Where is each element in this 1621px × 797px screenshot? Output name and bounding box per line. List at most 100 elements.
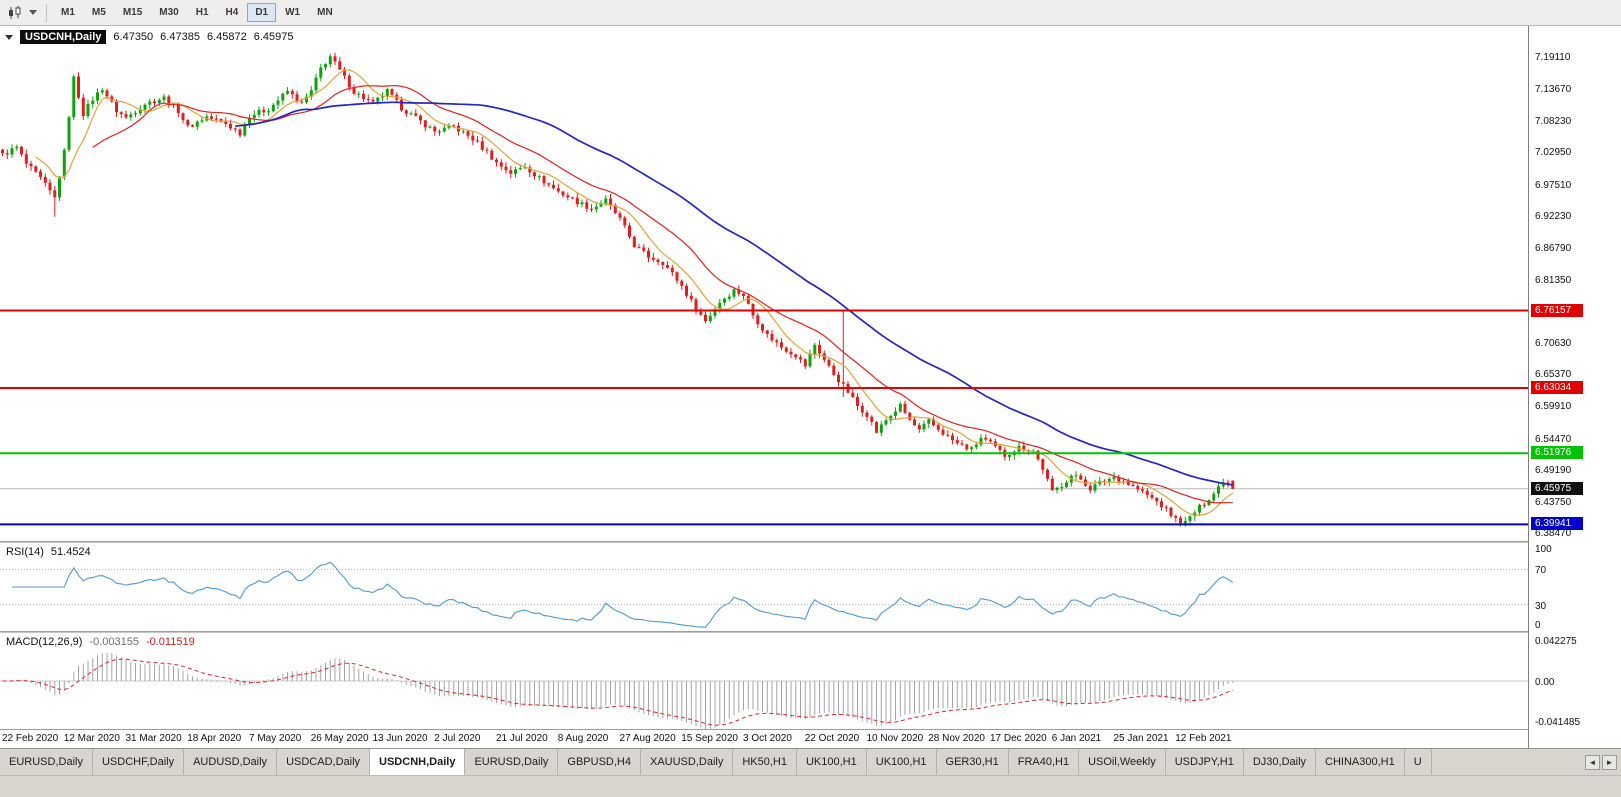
macd-signal-value: -0.011519	[145, 636, 195, 648]
macd-label: MACD(12,26,9) -0.003155 -0.011519	[6, 636, 195, 648]
date-axis-label: 25 Jan 2021	[1113, 733, 1169, 744]
macd-axis-label: -0.041485	[1535, 716, 1581, 728]
ma-slow	[235, 101, 1233, 486]
tab-scroll-right-icon[interactable]: ►	[1602, 754, 1617, 770]
macd-indicator-name: MACD(12,26,9)	[6, 636, 83, 648]
chart-tab-usdjpy-h1[interactable]: USDJPY,H1	[1166, 749, 1244, 775]
chart-tab-gbpusd-h4[interactable]: GBPUSD,H4	[558, 749, 641, 775]
panel-splitter[interactable]	[0, 631, 1528, 633]
price-badge-support-lower: 6.39941	[1531, 517, 1583, 531]
ma-fast	[35, 69, 1234, 516]
price-axis-label: 6.92230	[1535, 210, 1572, 222]
chart-tab-hk50-h1[interactable]: HK50,H1	[733, 749, 797, 775]
date-axis-label: 7 May 2020	[249, 733, 302, 744]
date-axis-label: 3 Oct 2020	[743, 733, 792, 744]
candlestick-chart[interactable]	[0, 26, 1528, 541]
chart-tab-china300-h1[interactable]: CHINA300,H1	[1316, 749, 1405, 775]
date-axis-label: 15 Sep 2020	[681, 733, 738, 744]
chart-tab-uk100-h1[interactable]: UK100,H1	[867, 749, 937, 775]
chart-type-dropdown-caret-icon[interactable]	[26, 3, 40, 23]
timeframe-button-group: M1 M5 M15 M30 H1 H4 D1 W1 MN	[53, 3, 341, 22]
chart-tab-usoil-weekly[interactable]: USOil,Weekly	[1079, 749, 1166, 775]
panel-splitter[interactable]	[0, 541, 1528, 543]
status-bar	[0, 775, 1621, 797]
chart-tab-usdcnh-daily[interactable]: USDCNH,Daily	[370, 749, 466, 775]
price-axis-label: 7.19110	[1535, 51, 1571, 63]
price-axis-label: 7.13670	[1535, 84, 1572, 96]
price-badge-current-price: 6.45975	[1531, 481, 1583, 495]
macd-indicator-panel[interactable]: MACD(12,26,9) -0.003155 -0.011519	[0, 633, 1528, 729]
chart-tab-xauusd-daily[interactable]: XAUUSD,Daily	[641, 749, 734, 775]
chart-tab-fra40-h1[interactable]: FRA40,H1	[1009, 749, 1080, 775]
date-axis-label: 17 Dec 2020	[990, 733, 1047, 744]
timeframe-button-h1[interactable]: H1	[188, 3, 217, 22]
macd-axis-label: 0.00	[1535, 677, 1555, 688]
timeframe-button-mn[interactable]: MN	[309, 3, 341, 22]
date-axis-label: 26 May 2020	[310, 733, 369, 744]
date-axis-label: 27 Aug 2020	[619, 733, 676, 744]
price-axis-label: 6.38470	[1535, 528, 1572, 540]
chart-type-icon[interactable]	[4, 3, 26, 23]
chart-tab-usdcad-daily[interactable]: USDCAD,Daily	[277, 749, 371, 775]
date-axis-label: 12 Feb 2021	[1175, 733, 1232, 744]
price-axis-label: 6.65370	[1535, 369, 1572, 381]
price-axis-label: 6.54470	[1535, 433, 1572, 445]
price-axis-label: 6.81350	[1535, 274, 1572, 286]
chart-tab-eurusd-daily[interactable]: EURUSD,Daily	[465, 749, 559, 775]
chart-tab-dj30-daily[interactable]: DJ30,Daily	[1244, 749, 1317, 775]
timeframe-button-m15[interactable]: M15	[115, 3, 150, 22]
rsi-axis-label: 30	[1535, 600, 1547, 612]
price-axis-label: 6.59910	[1535, 401, 1572, 413]
rsi-axis-label: 70	[1535, 565, 1547, 577]
tab-scroll-left-icon[interactable]: ◄	[1585, 754, 1600, 770]
rsi-axis-label: 100	[1535, 544, 1552, 555]
chart-area: USDCNH,Daily 6.47350 6.47385 6.45872 6.4…	[0, 26, 1621, 748]
rsi-chart[interactable]	[0, 543, 1528, 631]
date-axis-label: 13 Jun 2020	[372, 733, 428, 744]
plot-column: USDCNH,Daily 6.47350 6.47385 6.45872 6.4…	[0, 26, 1528, 748]
price-axis-label: 7.02950	[1535, 147, 1572, 159]
ma-mid	[92, 84, 1233, 504]
macd-axis-label: 0.042275	[1535, 636, 1577, 648]
date-axis-label: 22 Oct 2020	[804, 733, 860, 744]
date-axis-label: 8 Aug 2020	[557, 733, 609, 744]
chart-tab-ger30-h1[interactable]: GER30,H1	[937, 749, 1009, 775]
price-badge-resistance-upper: 6.76157	[1531, 303, 1583, 317]
timeframe-button-m1[interactable]: M1	[53, 3, 83, 22]
date-axis-label: 18 Apr 2020	[187, 733, 242, 744]
macd-chart[interactable]	[0, 633, 1528, 729]
time-axis[interactable]: 22 Feb 2020 12 Mar 2020 31 Mar 2020 18 Apr …	[0, 729, 1528, 748]
price-axis-label: 6.70630	[1535, 338, 1572, 350]
macd-main-value: -0.003155	[89, 636, 139, 648]
date-axis-label: 31 Mar 2020	[125, 733, 182, 744]
chart-tab-uk100-h1[interactable]: UK100,H1	[797, 749, 867, 775]
date-axis-label: 22 Feb 2020	[2, 733, 59, 744]
chart-tab-eurusd-daily[interactable]: EURUSD,Daily	[0, 749, 93, 775]
rsi-indicator-panel[interactable]: RSI(14) 51.4524	[0, 543, 1528, 631]
tab-scroll-controls: ◄ ►	[1581, 749, 1621, 775]
chart-tab-u[interactable]: U	[1405, 749, 1432, 775]
one-click-trading-arrow-icon[interactable]	[5, 34, 13, 40]
timeframe-button-m5[interactable]: M5	[84, 3, 114, 22]
price-axis-label: 6.86790	[1535, 242, 1572, 254]
rsi-label: RSI(14) 51.4524	[6, 546, 91, 558]
price-chart-panel[interactable]: USDCNH,Daily 6.47350 6.47385 6.45872 6.4…	[0, 26, 1528, 541]
date-axis-label: 21 Jul 2020	[496, 733, 548, 744]
timeframe-button-w1[interactable]: W1	[277, 3, 308, 22]
timeframe-button-m30[interactable]: M30	[151, 3, 186, 22]
price-axis[interactable]: 7.19110 7.13670 7.08230 7.02950 6.97510 6.922…	[1528, 26, 1621, 748]
price-badge-resistance-lower: 6.63034	[1531, 381, 1583, 395]
price-axis-label: 7.08230	[1535, 116, 1572, 128]
toolbar-separator	[46, 3, 47, 22]
date-axis-label: 6 Jan 2021	[1051, 733, 1102, 744]
rsi-indicator-name: RSI(14)	[6, 546, 44, 558]
rsi-axis-label: 0	[1535, 620, 1541, 631]
price-axis-label: 6.43750	[1535, 496, 1572, 508]
chart-tab-audusd-daily[interactable]: AUDUSD,Daily	[184, 749, 278, 775]
date-axis-label: 12 Mar 2020	[63, 733, 120, 744]
date-axis-label: 10 Nov 2020	[866, 733, 924, 744]
chart-tab-usdchf-daily[interactable]: USDCHF,Daily	[93, 749, 185, 775]
timeframe-button-d1[interactable]: D1	[247, 3, 277, 22]
date-axis-label: 2 Jul 2020	[434, 733, 481, 744]
timeframe-button-h4[interactable]: H4	[218, 3, 247, 22]
